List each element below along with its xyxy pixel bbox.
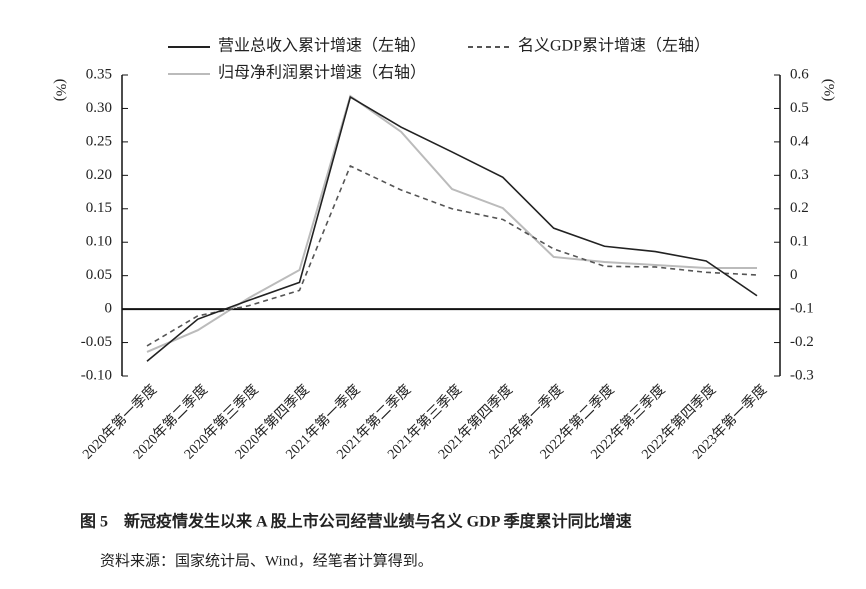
- y-tick-label: 0.15: [86, 200, 112, 216]
- chart-caption: 图 5 新冠疫情发生以来 A 股上市公司经营业绩与名义 GDP 季度累计同比增速: [80, 512, 632, 531]
- y2-tick-label: -0.1: [790, 301, 814, 317]
- y2-tick-label: 0.1: [790, 234, 809, 250]
- y2-tick-label: -0.3: [790, 367, 814, 383]
- y2-tick-label: 0.4: [790, 133, 809, 149]
- legend-label: 归母净利润累计增速（右轴）: [218, 64, 426, 82]
- y2-axis-label: (%): [821, 79, 837, 102]
- series-line: [146, 94, 757, 353]
- y-tick-label: 0.20: [86, 167, 112, 183]
- y-tick-label: 0.05: [86, 267, 112, 283]
- y-tick-label: 0.35: [86, 66, 112, 82]
- y2-tick-label: 0.5: [790, 100, 809, 116]
- y2-tick-label: 0: [790, 267, 798, 283]
- series-line: [146, 95, 758, 362]
- series-line: [146, 164, 758, 347]
- legend-label: 营业总收入累计增速（左轴）: [218, 37, 426, 55]
- y-tick-label: 0.25: [86, 133, 112, 149]
- y-tick-label: 0.30: [86, 100, 112, 116]
- y2-tick-label: 0.6: [790, 66, 809, 82]
- y2-tick-label: 0.2: [790, 200, 809, 216]
- chart-source: 资料来源：国家统计局、Wind，经笔者计算得到。: [100, 551, 433, 569]
- y2-tick-label: -0.2: [790, 334, 814, 350]
- y-tick-label: -0.10: [81, 367, 112, 383]
- legend-label: 名义GDP累计增速（左轴）: [518, 37, 710, 55]
- y-tick-label: 0.10: [86, 234, 112, 250]
- y-axis-label: (%): [53, 79, 69, 102]
- y2-tick-label: 0.3: [790, 167, 809, 183]
- y-tick-label: 0: [105, 301, 113, 317]
- y-tick-label: -0.05: [81, 334, 112, 350]
